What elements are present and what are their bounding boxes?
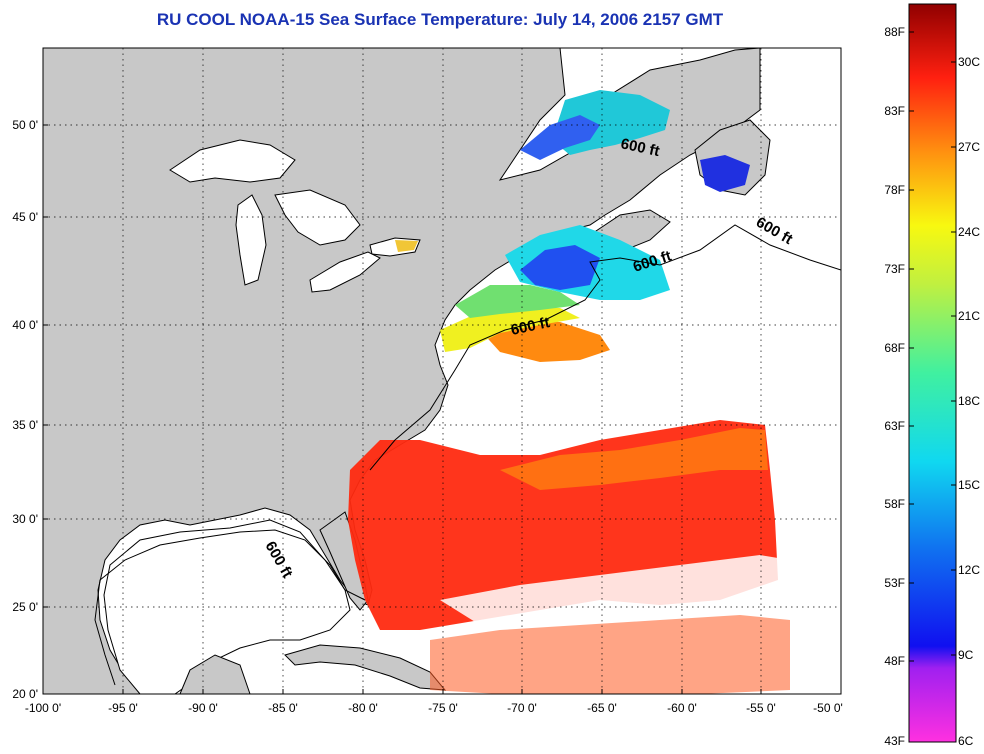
lat-label: 25 0'	[12, 600, 38, 614]
lon-label: -65 0'	[587, 701, 617, 715]
sst-orange-gulfstream-edge	[500, 428, 768, 490]
sst-green-shelf	[455, 285, 580, 318]
yucatan-land	[179, 654, 251, 694]
lon-label: -55 0'	[746, 701, 776, 715]
sst-southern-patchy	[430, 615, 790, 694]
sst-gulf-of-maine-blue	[520, 245, 600, 290]
lake-michigan	[235, 194, 267, 286]
gulf-of-mexico	[103, 519, 351, 694]
lon-label: -60 0'	[667, 701, 697, 715]
map-frame-border	[42, 47, 842, 695]
lon-label: -95 0'	[108, 701, 138, 715]
lon-label: -70 0'	[507, 701, 537, 715]
lake-erie	[309, 251, 381, 293]
map-ticks	[42, 124, 842, 695]
lake-huron	[274, 189, 361, 246]
lat-label: 30 0'	[12, 512, 38, 526]
lon-label: -90 0'	[188, 701, 218, 715]
lat-label: 40 0'	[12, 318, 38, 332]
lon-label: -100 0'	[25, 701, 61, 715]
latitude-labels: 50 0' 45 0' 40 0' 35 0' 30 0' 25 0' 20 0…	[12, 118, 38, 701]
isobath-600ft	[369, 224, 841, 471]
lake-superior	[169, 139, 296, 183]
longitude-labels: -100 0' -95 0' -90 0' -85 0' -80 0' -75 …	[25, 701, 843, 715]
sst-st-lawrence-blue	[520, 115, 600, 160]
sst-white-cloud-band	[440, 555, 790, 625]
lat-label: 20 0'	[12, 687, 38, 701]
lon-label: -75 0'	[428, 701, 458, 715]
north-america-land	[43, 48, 761, 694]
sst-newfoundland-blue	[700, 155, 750, 192]
lon-label: -50 0'	[813, 701, 843, 715]
lon-label: -85 0'	[268, 701, 298, 715]
lake-ontario-sst	[395, 240, 418, 252]
lon-label: -80 0'	[348, 701, 378, 715]
map-title: RU COOL NOAA-15 Sea Surface Temperature:…	[156, 10, 724, 29]
lat-label: 35 0'	[12, 418, 38, 432]
graticule	[43, 48, 841, 694]
isobath-600ft-gulf	[94, 529, 366, 686]
lat-label: 50 0'	[12, 118, 38, 132]
lat-label: 45 0'	[12, 210, 38, 224]
